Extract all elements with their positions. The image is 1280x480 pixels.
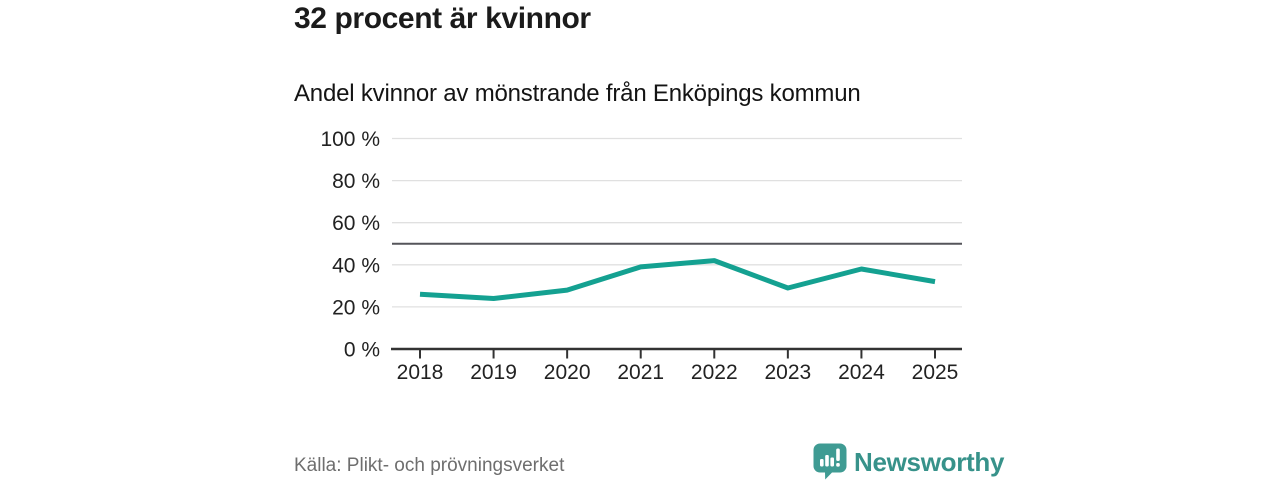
x-tick-label-2021: 2021	[617, 361, 664, 384]
y-tick-label-40: 40 %	[332, 254, 380, 277]
x-tick-label-2024: 2024	[838, 361, 885, 384]
data-line-andel-kvinnor-av-m-nstrande	[419, 258, 936, 301]
x-tick-label-2023: 2023	[764, 361, 811, 384]
y-tick-label-20: 20 %	[332, 296, 380, 319]
y-tick-label-100: 100 %	[320, 128, 380, 151]
source-note: Källa: Plikt- och prövningsverket	[294, 455, 565, 476]
bar-3	[830, 457, 834, 467]
x-tick-label-2020: 2020	[544, 361, 591, 384]
x-tick-label-2018: 2018	[397, 361, 444, 384]
chart-subtitle: Andel kvinnor av mönstrande från Enköpin…	[294, 80, 861, 107]
x-tick-label-2022: 2022	[691, 361, 738, 384]
page-title: 32 procent är kvinnor	[294, 2, 591, 35]
bar-2	[825, 455, 829, 467]
speech-bubble-shape	[813, 443, 847, 480]
exclamation-dot	[836, 463, 840, 467]
y-tick-label-80: 80 %	[332, 170, 380, 193]
exclamation-bar	[836, 448, 840, 461]
brand-name: Newsworthy	[854, 446, 1005, 477]
x-tick-label-2025: 2025	[912, 361, 959, 384]
brand-logo: Newsworthy	[813, 443, 1004, 480]
bar-1	[820, 459, 824, 467]
x-tick-label-2019: 2019	[470, 361, 517, 384]
line-chart: 0 % 20 % 40 % 60 % 80 % 100 % 2018 2019 2020 2021…	[320, 128, 962, 384]
y-tick-label-60: 60 %	[332, 212, 380, 235]
y-tick-label-0: 0 %	[344, 339, 380, 362]
bar-chart-speech-bubble-icon	[813, 443, 847, 480]
